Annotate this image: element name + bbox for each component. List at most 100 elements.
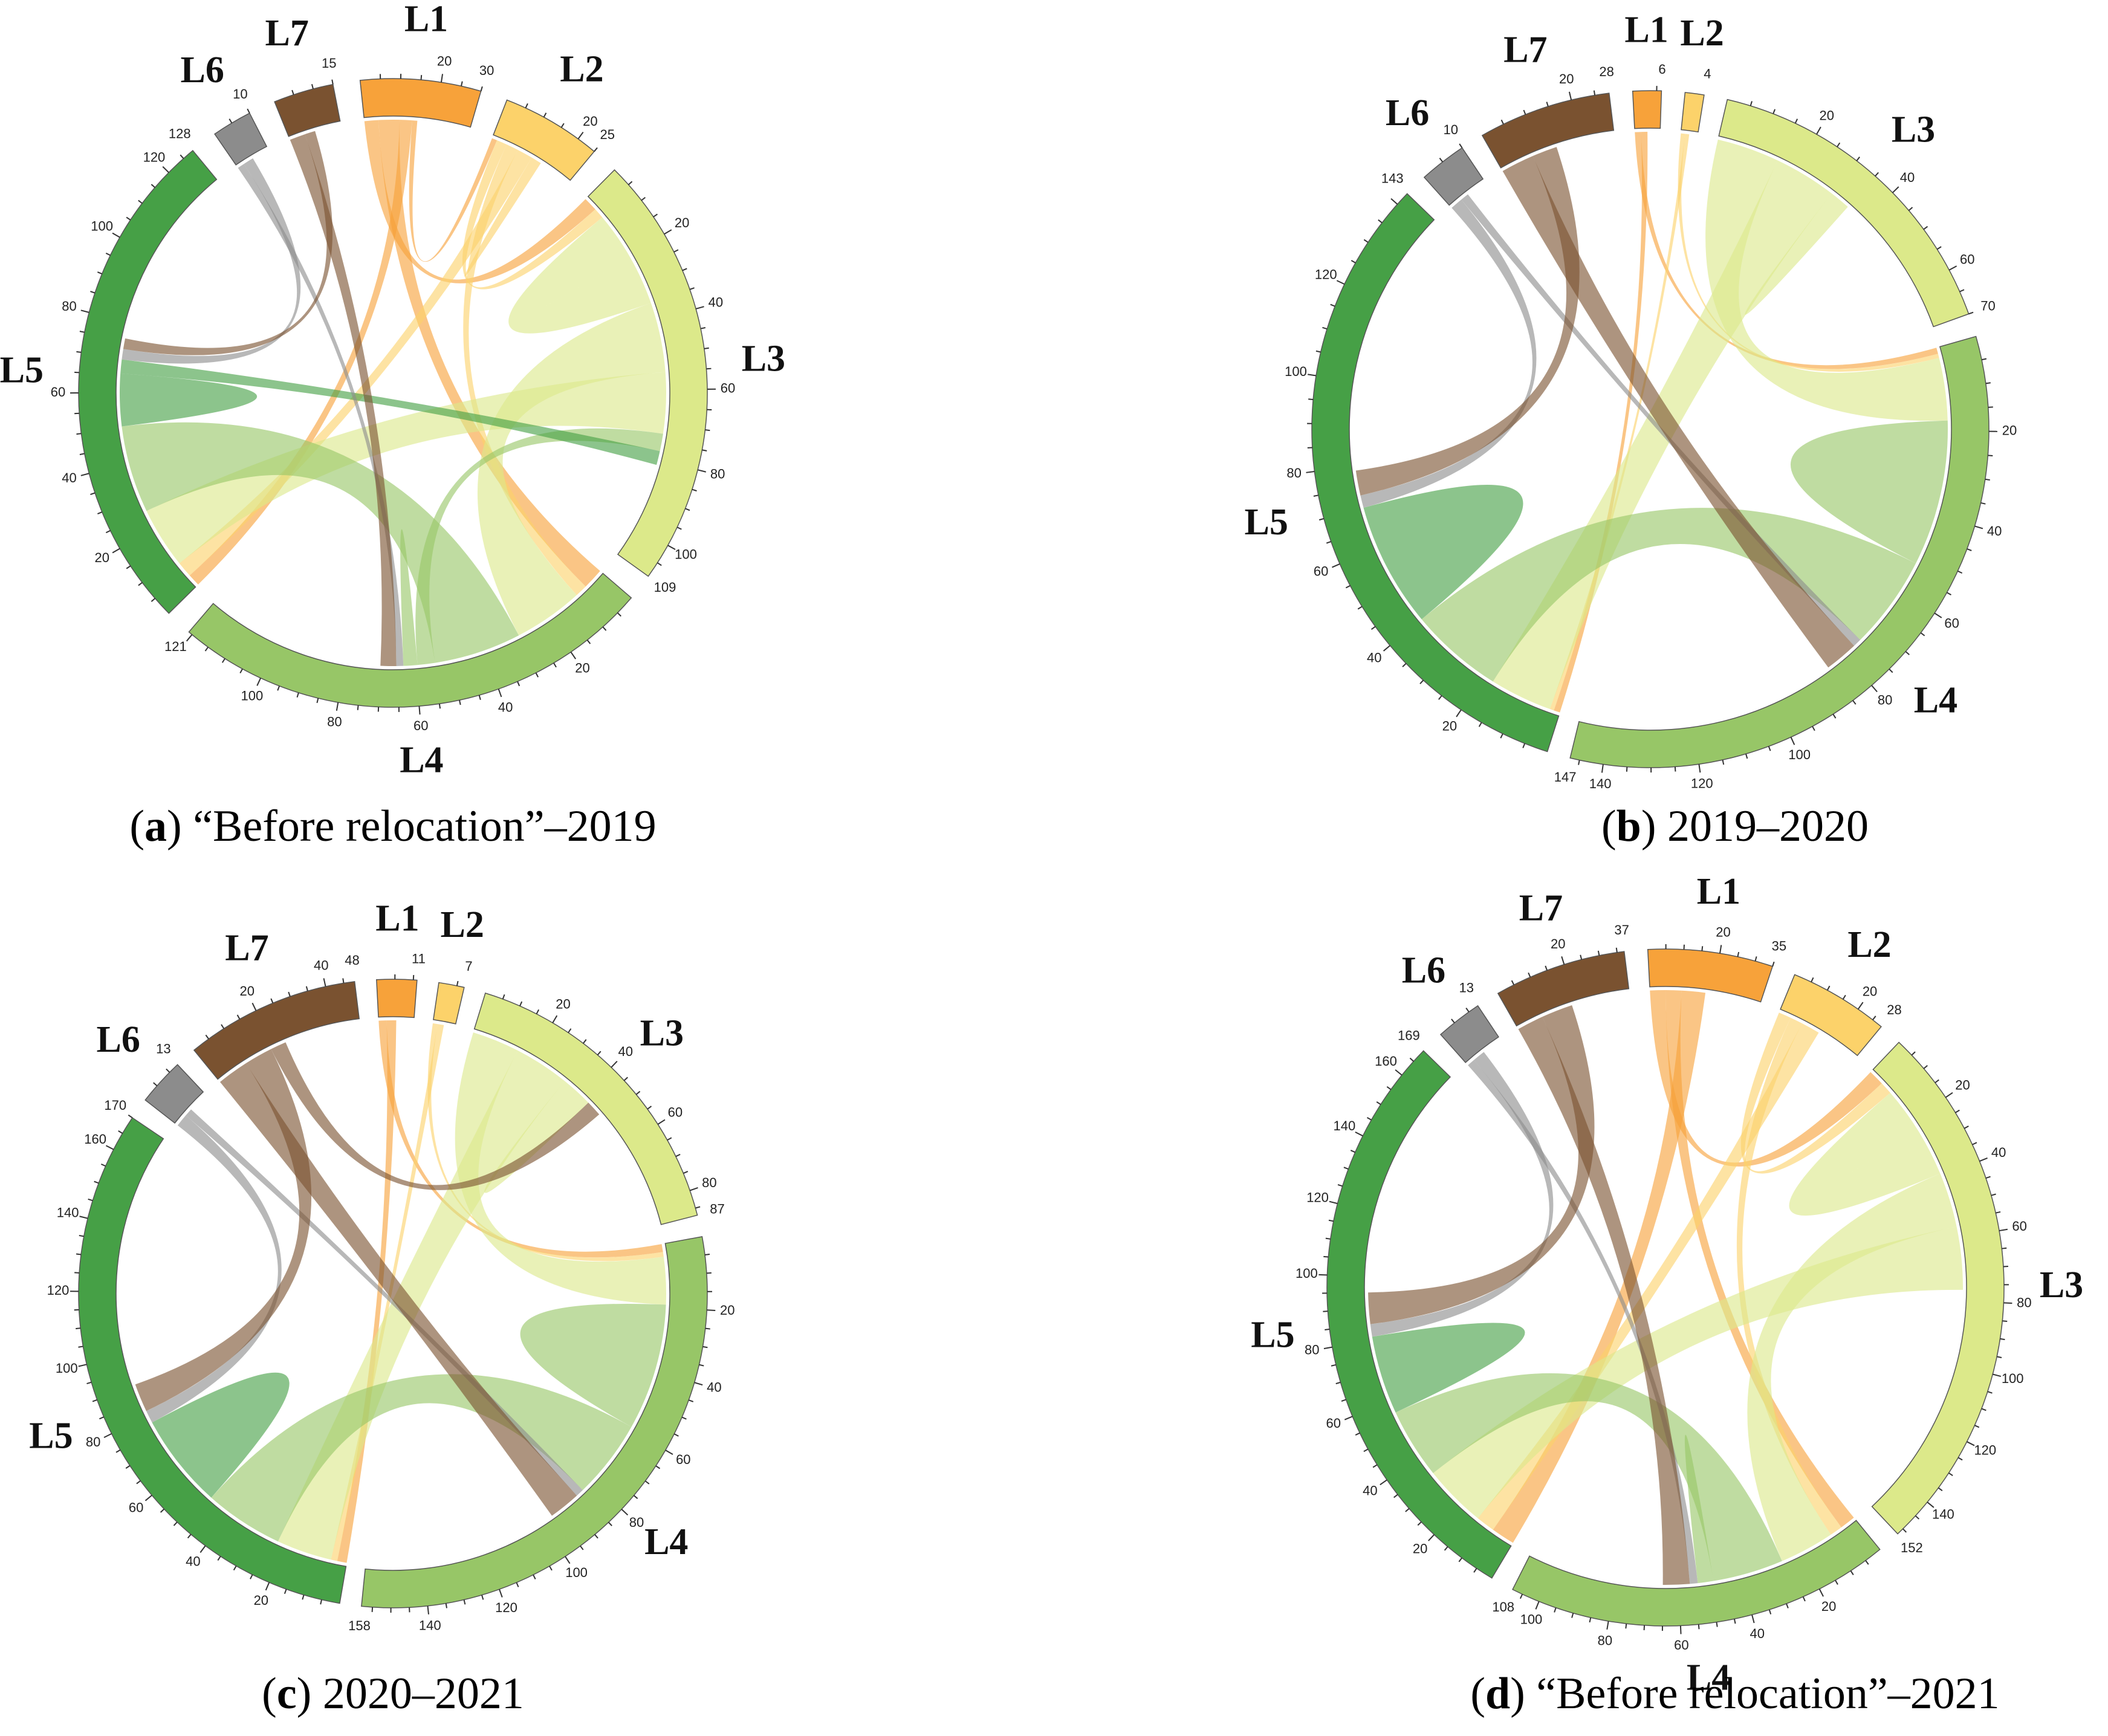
tick-L4-100 — [256, 678, 262, 686]
segment-label-L6: L6 — [181, 50, 224, 91]
tick-L5-25 — [250, 1574, 253, 1579]
tick-label-L4-40: 40 — [1750, 1626, 1765, 1641]
tick-L3-35 — [1875, 172, 1879, 177]
tick-L4-35 — [1980, 502, 1986, 505]
tick-label-L5-120: 120 — [1315, 267, 1337, 282]
tick-L5-50 — [76, 433, 82, 435]
tick-label-L5-60: 60 — [51, 384, 65, 400]
tick-label-L5-40: 40 — [1367, 650, 1381, 666]
tick-L5-90 — [1323, 1310, 1328, 1312]
tick-L4-25 — [553, 662, 557, 668]
tick-L7-20 — [251, 1002, 257, 1011]
tick-label-L4-80: 80 — [1878, 692, 1892, 707]
tick-L7-10 — [221, 1024, 225, 1029]
tick-label-L4-100: 100 — [565, 1565, 588, 1580]
tick-L3-20 — [1945, 1092, 1953, 1098]
tick-L3-70 — [1968, 311, 1974, 315]
tick-label-L5-169: 169 — [1398, 1028, 1420, 1043]
tick-L5-45 — [1370, 626, 1376, 630]
tick-label-L5-140: 140 — [1334, 1118, 1356, 1133]
tick-label-L4-40: 40 — [498, 700, 513, 715]
tick-L7-35 — [305, 986, 308, 991]
segment-label-L3: L3 — [742, 338, 785, 379]
tick-label-L5-143: 143 — [1381, 171, 1404, 186]
caption-b-text: 2019–2020 — [1656, 802, 1869, 851]
tick-L3-15 — [653, 213, 658, 218]
arc-L4 — [1569, 335, 1990, 768]
tick-label-L4-121: 121 — [164, 639, 187, 654]
tick-label-L1-6: 6 — [1658, 62, 1665, 77]
tick-L3-40 — [1892, 186, 1899, 193]
tick-L7-15 — [236, 1014, 241, 1020]
segment-label-L2: L2 — [1680, 13, 1724, 54]
chord-L7-L5 — [135, 1049, 312, 1411]
tick-label-L4-100: 100 — [1788, 747, 1811, 762]
tick-label-L4-20: 20 — [575, 661, 589, 676]
tick-label-L5-170: 170 — [104, 1098, 126, 1113]
tick-L5-50 — [1363, 1448, 1369, 1453]
tick-L4-30 — [1786, 1603, 1789, 1608]
chord-L4-L5 — [1395, 1373, 1782, 1581]
tick-L2-5 — [1811, 977, 1814, 982]
segment-label-L4: L4 — [400, 739, 443, 780]
tick-L7-15 — [331, 79, 334, 85]
tick-L4-85 — [608, 1521, 612, 1526]
tick-L4-110 — [221, 658, 225, 663]
tick-L5-10 — [138, 581, 143, 586]
segment-label-L4: L4 — [1687, 1657, 1730, 1698]
segment-label-L2: L2 — [1847, 924, 1891, 965]
tick-L3-60 — [1999, 1228, 2008, 1232]
tick-L3-45 — [1985, 1176, 1991, 1179]
tick-label-L4-80: 80 — [327, 714, 342, 729]
tick-L4-105 — [549, 1566, 553, 1571]
tick-label-L3-100: 100 — [2002, 1371, 2024, 1386]
tick-label-L3-60: 60 — [721, 380, 735, 395]
segment-label-L1: L1 — [404, 0, 448, 40]
tick-L5-65 — [1326, 540, 1332, 544]
tick-L3-25 — [568, 1028, 572, 1033]
tick-label-L4-60: 60 — [1674, 1637, 1688, 1653]
tick-label-L5-20: 20 — [1413, 1541, 1427, 1556]
tick-label-L3-80: 80 — [702, 1175, 716, 1190]
tick-L4-120 — [186, 634, 193, 642]
arc-L4 — [188, 572, 632, 708]
tick-L5-70 — [1318, 518, 1325, 521]
tick-L2-15 — [560, 123, 565, 128]
tick-label-L5-60: 60 — [1314, 563, 1328, 578]
tick-label-L1-35: 35 — [1772, 938, 1786, 953]
tick-L5-120 — [1329, 1200, 1338, 1205]
tick-L4-80 — [1606, 1621, 1609, 1630]
tick-L3-50 — [704, 347, 709, 349]
tick-L5-115 — [1328, 1219, 1334, 1222]
tick-L5-30 — [233, 1566, 237, 1571]
arc-layer: 20 35 L1 20 28 L2 20 40 60 80 100 120 140 152 L3 20 40 60… — [1251, 871, 2083, 1698]
tick-label-L5-120: 120 — [1306, 1190, 1329, 1205]
tick-L5-35 — [1402, 662, 1407, 667]
tick-L4-20 — [570, 652, 577, 659]
tick-L5-10 — [1458, 1557, 1462, 1563]
tick-L4-40 — [694, 1382, 703, 1386]
tick-L5-155 — [1386, 1086, 1392, 1090]
tick-L3-20 — [1816, 126, 1821, 135]
chord-L3-L3 — [1789, 1092, 1941, 1216]
tick-L4-90 — [1571, 1613, 1574, 1618]
arc-L5 — [78, 1117, 347, 1604]
tick-L3-45 — [1908, 207, 1913, 211]
tick-L4-85 — [1852, 700, 1857, 705]
tick-label-L7-28: 28 — [1599, 64, 1613, 79]
tick-L5-165 — [118, 1130, 123, 1134]
tick-L4-120 — [499, 1589, 503, 1598]
arc-L3 — [473, 993, 698, 1225]
tick-L6-10 — [1465, 1008, 1470, 1012]
chord-L5-L3 — [120, 359, 660, 465]
tick-L7-15 — [1545, 965, 1548, 971]
tick-L3-10 — [519, 1001, 523, 1006]
chord-layer — [1368, 990, 1963, 1585]
tick-L5-140 — [79, 1216, 88, 1219]
tick-L3-10 — [1923, 1064, 1928, 1069]
tick-L6-10 — [1459, 143, 1463, 149]
tick-label-L7-48: 48 — [345, 953, 359, 968]
tick-L4-55 — [1946, 592, 1951, 595]
chord-layer — [135, 1020, 666, 1563]
tick-L5-150 — [1376, 1101, 1381, 1106]
